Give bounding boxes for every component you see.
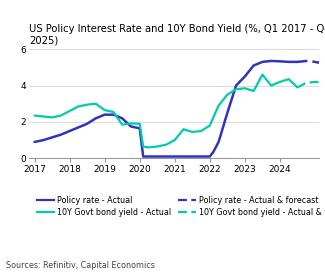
Text: US Policy Interest Rate and 10Y Bond Yield (%, Q1 2017 - Q4
2025): US Policy Interest Rate and 10Y Bond Yie… (29, 24, 325, 46)
Text: Sources: Refinitiv, Capital Economics: Sources: Refinitiv, Capital Economics (6, 261, 155, 270)
Legend: Policy rate - Actual, 10Y Govt bond yield - Actual, Policy rate - Actual & forec: Policy rate - Actual, 10Y Govt bond yiel… (33, 193, 325, 220)
